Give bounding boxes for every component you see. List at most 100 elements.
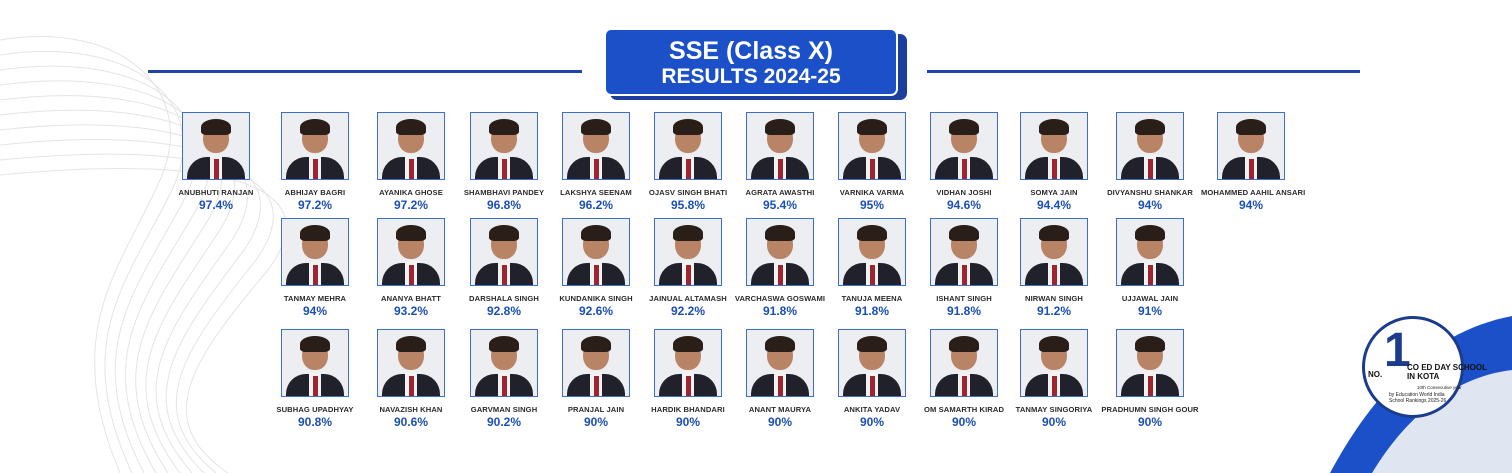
student-score: 94% bbox=[1137, 198, 1163, 212]
student-card: ANANT MAURYA 90% bbox=[730, 329, 830, 429]
student-photo bbox=[654, 218, 722, 286]
student-card: TANUJA MEENA 91.8% bbox=[822, 218, 922, 318]
title-banner: SSE (Class X) RESULTS 2024-25 bbox=[604, 28, 898, 96]
student-score: 92.6% bbox=[578, 304, 614, 318]
student-card: SUBHAG UPADHYAY 90.8% bbox=[265, 329, 365, 429]
title-line-1: SSE (Class X) bbox=[669, 37, 833, 65]
student-card: AGRATA AWASTHI 95.4% bbox=[730, 112, 830, 212]
student-card: MOHAMMED AAHIL ANSARI 94% bbox=[1201, 112, 1305, 212]
student-score: 90% bbox=[951, 415, 977, 429]
student-score: 90% bbox=[675, 415, 701, 429]
title-line-2: RESULTS 2024-25 bbox=[661, 65, 841, 88]
student-card: ANANYA BHATT 93.2% bbox=[361, 218, 461, 318]
ranking-badge: 1 NO. CO ED DAY SCHOOL IN KOTA 10th Cons… bbox=[1362, 316, 1487, 418]
student-name: ANUBHUTI RANJAN bbox=[178, 188, 254, 197]
student-card: ABHIJAY BAGRI 97.2% bbox=[265, 112, 365, 212]
student-name: HARDIK BHANDARI bbox=[651, 405, 725, 414]
student-photo bbox=[562, 112, 630, 180]
student-photo bbox=[1217, 112, 1285, 180]
student-card: VARNIKA VARMA 95% bbox=[822, 112, 922, 212]
student-photo bbox=[377, 218, 445, 286]
student-score: 90.2% bbox=[486, 415, 522, 429]
student-name: PRANJAL JAIN bbox=[567, 405, 625, 414]
student-card: DIVYANSHU SHANKAR 94% bbox=[1100, 112, 1200, 212]
student-photo bbox=[1020, 112, 1088, 180]
student-card: DARSHALA SINGH 92.8% bbox=[454, 218, 554, 318]
student-photo bbox=[470, 112, 538, 180]
student-score: 91% bbox=[1137, 304, 1163, 318]
student-name: ANANT MAURYA bbox=[748, 405, 812, 414]
badge-line-1: CO ED DAY SCHOOL bbox=[1407, 363, 1488, 372]
student-name: DARSHALA SINGH bbox=[469, 294, 539, 303]
badge-prefix: NO. bbox=[1368, 370, 1383, 379]
student-name: SHAMBHAVI PANDEY bbox=[463, 188, 545, 197]
student-score: 91.8% bbox=[762, 304, 798, 318]
header-rule-left bbox=[148, 70, 582, 73]
student-score: 95% bbox=[859, 198, 885, 212]
student-score: 90% bbox=[859, 415, 885, 429]
student-name: KUNDANIKA SINGH bbox=[559, 294, 633, 303]
student-name: SOMYA JAIN bbox=[1030, 188, 1078, 197]
student-photo bbox=[838, 329, 906, 397]
student-score: 95.8% bbox=[670, 198, 706, 212]
student-photo bbox=[654, 112, 722, 180]
badge-line-2: IN KOTA bbox=[1407, 372, 1440, 381]
student-card: HARDIK BHANDARI 90% bbox=[638, 329, 738, 429]
student-name: SUBHAG UPADHYAY bbox=[276, 405, 354, 414]
badge-sub-2: by Education World India School Rankings… bbox=[1389, 392, 1447, 404]
student-name: VARNIKA VARMA bbox=[839, 188, 905, 197]
student-name: ANKITA YADAV bbox=[843, 405, 901, 414]
student-name: NAVAZISH KHAN bbox=[379, 405, 443, 414]
student-score: 96.2% bbox=[578, 198, 614, 212]
student-score: 94% bbox=[302, 304, 328, 318]
student-card: TANMAY MEHRA 94% bbox=[265, 218, 365, 318]
student-name: OJASV SINGH BHATI bbox=[648, 188, 728, 197]
student-score: 97.4% bbox=[198, 198, 234, 212]
student-photo bbox=[470, 218, 538, 286]
student-card: PRANJAL JAIN 90% bbox=[546, 329, 646, 429]
student-photo bbox=[182, 112, 250, 180]
student-name: PRADHUMN SINGH GOUR bbox=[1101, 405, 1199, 414]
student-photo bbox=[377, 112, 445, 180]
student-photo bbox=[746, 112, 814, 180]
student-card: NIRWAN SINGH 91.2% bbox=[1004, 218, 1104, 318]
student-card: SHAMBHAVI PANDEY 96.8% bbox=[454, 112, 554, 212]
student-name: AGRATA AWASTHI bbox=[745, 188, 815, 197]
student-photo bbox=[654, 329, 722, 397]
student-name: GARVMAN SINGH bbox=[470, 405, 538, 414]
student-card: PRADHUMN SINGH GOUR 90% bbox=[1100, 329, 1200, 429]
student-photo bbox=[562, 329, 630, 397]
student-name: AYANIKA GHOSE bbox=[379, 188, 443, 197]
student-photo bbox=[930, 112, 998, 180]
student-photo bbox=[838, 218, 906, 286]
student-name: LAKSHYA SEENAM bbox=[560, 188, 632, 197]
student-card: JAINUAL ALTAMASH 92.2% bbox=[638, 218, 738, 318]
student-card: ANUBHUTI RANJAN 97.4% bbox=[166, 112, 266, 212]
student-score: 97.2% bbox=[393, 198, 429, 212]
student-score: 92.2% bbox=[670, 304, 706, 318]
student-name: VIDHAN JOSHI bbox=[936, 188, 992, 197]
student-photo bbox=[746, 329, 814, 397]
badge-number: 1 bbox=[1384, 324, 1411, 377]
student-name: DIVYANSHU SHANKAR bbox=[1107, 188, 1193, 197]
student-card: AYANIKA GHOSE 97.2% bbox=[361, 112, 461, 212]
student-name: OM SAMARTH KIRAD bbox=[923, 405, 1005, 414]
student-score: 93.2% bbox=[393, 304, 429, 318]
student-score: 90.8% bbox=[297, 415, 333, 429]
student-score: 90.6% bbox=[393, 415, 429, 429]
student-name: ABHIJAY BAGRI bbox=[284, 188, 346, 197]
student-card: VIDHAN JOSHI 94.6% bbox=[914, 112, 1014, 212]
student-card: SOMYA JAIN 94.4% bbox=[1004, 112, 1104, 212]
student-score: 94.4% bbox=[1036, 198, 1072, 212]
badge-sub-1: 10th Consecutive year bbox=[1417, 385, 1462, 390]
student-photo bbox=[1116, 112, 1184, 180]
student-photo bbox=[281, 329, 349, 397]
student-card: KUNDANIKA SINGH 92.6% bbox=[546, 218, 646, 318]
header-rule-right bbox=[927, 70, 1360, 73]
student-card: NAVAZISH KHAN 90.6% bbox=[361, 329, 461, 429]
student-score: 96.8% bbox=[486, 198, 522, 212]
student-name: VARCHASWA GOSWAMI bbox=[734, 294, 826, 303]
student-photo bbox=[930, 218, 998, 286]
student-score: 94% bbox=[1238, 198, 1264, 212]
student-card: LAKSHYA SEENAM 96.2% bbox=[546, 112, 646, 212]
